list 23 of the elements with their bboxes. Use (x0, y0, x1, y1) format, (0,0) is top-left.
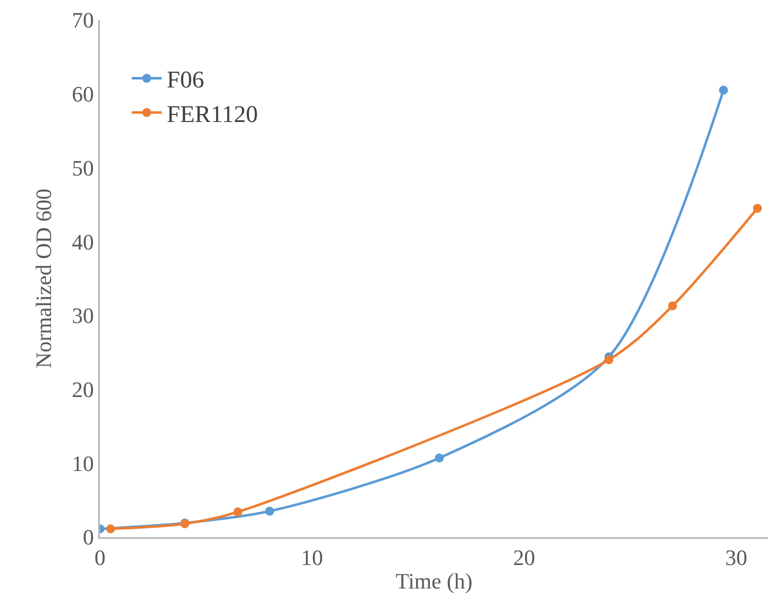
y-tick-label: 30 (72, 303, 94, 328)
y-tick-label: 20 (72, 376, 94, 402)
y-axis-title: Normalized OD 600 (31, 188, 56, 368)
point (434, 453, 444, 462)
point (604, 355, 614, 364)
x-tick-label: 10 (301, 545, 324, 570)
legend-label: F06 (166, 68, 204, 94)
point (106, 524, 116, 534)
x-axis-title: Time (h) (396, 568, 472, 594)
point (668, 301, 678, 310)
y-tick-label: 60 (72, 82, 94, 107)
y-tick-label: 70 (72, 8, 94, 33)
point (752, 204, 762, 213)
point (265, 506, 274, 516)
y-tick-label: 40 (72, 229, 94, 254)
point (233, 507, 242, 516)
x-tick-label: 20 (513, 545, 536, 570)
y-tick-label: 10 (72, 450, 94, 476)
y-tick-label: 0 (82, 524, 94, 550)
point (718, 86, 728, 95)
y-tick-label: 50 (72, 155, 94, 180)
legend-label: FER1120 (166, 102, 258, 128)
x-tick-label: 30 (725, 545, 748, 570)
